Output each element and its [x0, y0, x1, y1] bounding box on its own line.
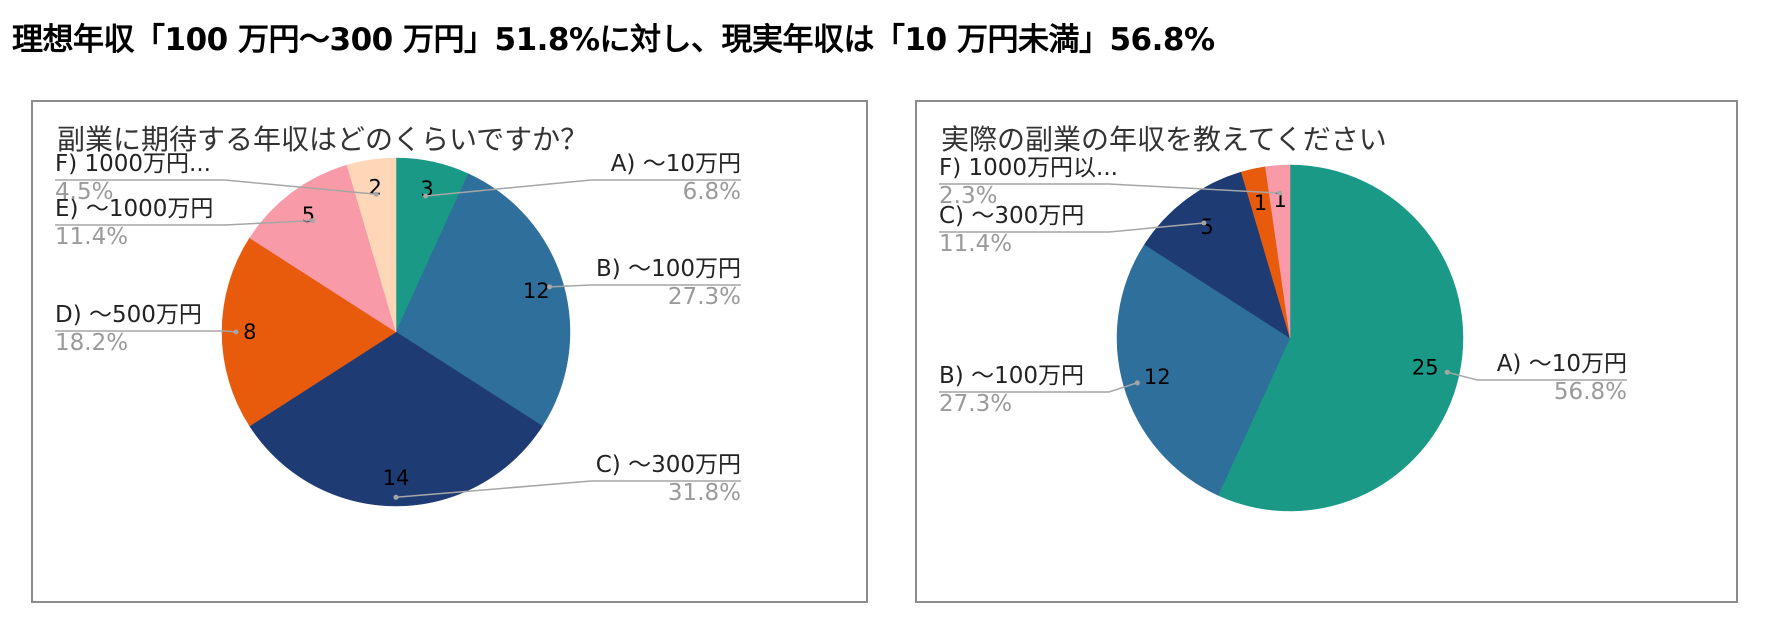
callout-dot	[1134, 380, 1140, 386]
slice-category-label: C) ～300万円	[596, 452, 741, 478]
callout-leader-line	[55, 219, 313, 226]
slice-percent-label: 27.3%	[668, 284, 741, 310]
slice-category-label: B) ～100万円	[596, 256, 741, 282]
callout-leader-line	[939, 382, 1138, 393]
chart-title: 実際の副業の年収を教えてください	[941, 123, 1387, 156]
callout-leader-line	[1447, 371, 1627, 381]
callout-dot	[1277, 190, 1283, 196]
callout-leader-line	[55, 330, 236, 333]
callout-dot	[547, 284, 553, 290]
page-headline: 理想年収「100 万円～300 万円」51.8%に対し、現実年収は「10 万円未…	[12, 22, 1215, 58]
pie-slice	[346, 157, 397, 333]
slice-category-label: F) 1000万円...	[55, 151, 211, 177]
slice-percent-label: 18.2%	[55, 330, 128, 356]
slice-category-label: D) ～500万円	[55, 302, 202, 328]
slice-category-label: A) ～10万円	[1497, 351, 1627, 377]
callout-dot	[1444, 369, 1450, 375]
pie-slice	[395, 173, 571, 427]
callout-dot	[423, 193, 429, 199]
slice-percent-label: 11.4%	[939, 231, 1012, 257]
slice-value-label: 5	[302, 203, 315, 227]
slice-value-label: 25	[1412, 355, 1439, 379]
slice-value-label: 5	[1200, 215, 1213, 239]
callout-leader-line	[55, 179, 377, 195]
callout-leader-line	[939, 183, 1280, 194]
pie-slice	[249, 164, 397, 333]
slice-percent-label: 6.8%	[683, 179, 741, 205]
chart-title: 副業に期待する年収はどのくらいですか？	[57, 123, 588, 156]
slice-category-label: B) ～100万円	[939, 363, 1084, 389]
callout-dot	[1201, 220, 1207, 226]
actual-income-chart-panel: 実際の副業の年収を教えてください 25 A) ～10万円 56.8% 12 B) ～10…	[915, 100, 1738, 603]
slice-percent-label: 31.8%	[668, 480, 741, 506]
callout-leader-line	[939, 222, 1205, 233]
pie-slices	[1116, 164, 1464, 512]
slice-percent-label: 56.8%	[1554, 379, 1627, 405]
slice-percent-label: 2.3%	[939, 183, 997, 209]
pie-slice	[1144, 171, 1291, 339]
slice-value-label: 12	[1144, 365, 1171, 389]
callout-leader-line	[549, 284, 741, 288]
slice-category-label: F) 1000万円以...	[939, 155, 1118, 181]
callout-leader-line	[395, 480, 741, 499]
slice-category-label: C) ～300万円	[939, 203, 1084, 229]
slice-value-label: 14	[383, 466, 410, 490]
pie-slice	[221, 237, 397, 427]
callout-dot	[233, 329, 239, 335]
pie-slices	[221, 157, 571, 507]
slice-value-label: 1	[1273, 188, 1286, 212]
pie-slice	[249, 331, 543, 507]
callout-leader-line	[425, 179, 741, 197]
expected-income-chart-panel: 副業に期待する年収はどのくらいですか？ 3 A) ～10万円 6.8% 12 B) ～1…	[31, 100, 868, 603]
callout-dot	[393, 494, 399, 500]
slice-value-label: 12	[523, 279, 550, 303]
slice-category-label: E) ～1000万円	[55, 196, 213, 222]
callout-dot	[373, 191, 379, 197]
pie-slice	[1265, 164, 1291, 339]
slice-percent-label: 4.5%	[55, 179, 113, 205]
slice-value-label: 1	[1254, 191, 1267, 215]
slice-percent-label: 11.4%	[55, 224, 128, 250]
slice-category-label: A) ～10万円	[611, 151, 741, 177]
slice-value-label: 8	[243, 320, 256, 344]
slice-percent-label: 27.3%	[939, 391, 1012, 417]
callout-dot	[310, 218, 316, 224]
